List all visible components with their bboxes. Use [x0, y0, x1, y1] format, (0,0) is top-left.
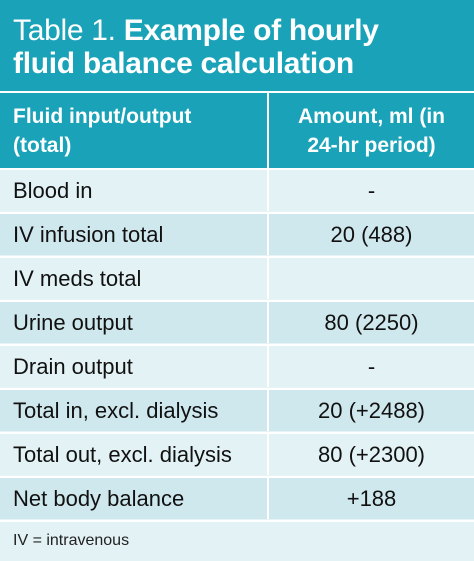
row-amount: 20 (+2488) [267, 390, 474, 431]
row-label: Total out, excl. dialysis [13, 442, 232, 467]
row-amount: - [267, 346, 474, 387]
table-row: Urine output 80 (2250) [0, 300, 474, 343]
row-label: Drain output [13, 354, 133, 379]
table-row: IV infusion total 20 (488) [0, 212, 474, 255]
row-amount: - [267, 170, 474, 211]
table-row: IV meds total [0, 256, 474, 299]
row-amount: +188 [267, 478, 474, 519]
row-amount: 20 (488) [267, 214, 474, 255]
row-label: IV meds total [13, 266, 142, 291]
row-label: Total in, excl. dialysis [13, 398, 219, 423]
row-amount: 80 (+2300) [267, 434, 474, 475]
row-label: IV infusion total [13, 222, 164, 247]
header-amount-column: Amount, ml (in 24-hr period) [267, 93, 474, 168]
row-amount [267, 258, 474, 299]
table-row: Blood in - [0, 168, 474, 211]
table-header-row: Fluid input/output (total) Amount, ml (i… [0, 91, 474, 168]
table-row: Drain output - [0, 344, 474, 387]
row-label: Blood in [13, 178, 93, 203]
row-label: Net body balance [13, 486, 185, 511]
header-amount-line-1: Amount, ml (in [298, 105, 445, 128]
header-amount-line-2: 24-hr period) [307, 134, 436, 157]
header-fluid-line-2: (total) [13, 134, 72, 157]
header-fluid-line-1: Fluid input/output [13, 105, 192, 128]
title-line-1: Table 1. Example of hourly [13, 14, 474, 47]
row-label: Urine output [13, 310, 133, 335]
table-footnote: IV = intravenous [0, 520, 474, 561]
table-row: Total in, excl. dialysis 20 (+2488) [0, 388, 474, 431]
title-text-1: Example of hourly [123, 14, 379, 47]
header-fluid-column: Fluid input/output (total) [0, 93, 267, 168]
table-row: Total out, excl. dialysis 80 (+2300) [0, 432, 474, 475]
table-row: Net body balance +188 [0, 476, 474, 519]
row-amount: 80 (2250) [267, 302, 474, 343]
table-title: Table 1. Example of hourly fluid balance… [0, 0, 474, 91]
title-line-2: fluid balance calculation [13, 47, 354, 80]
table-number: Table 1. [13, 14, 116, 47]
